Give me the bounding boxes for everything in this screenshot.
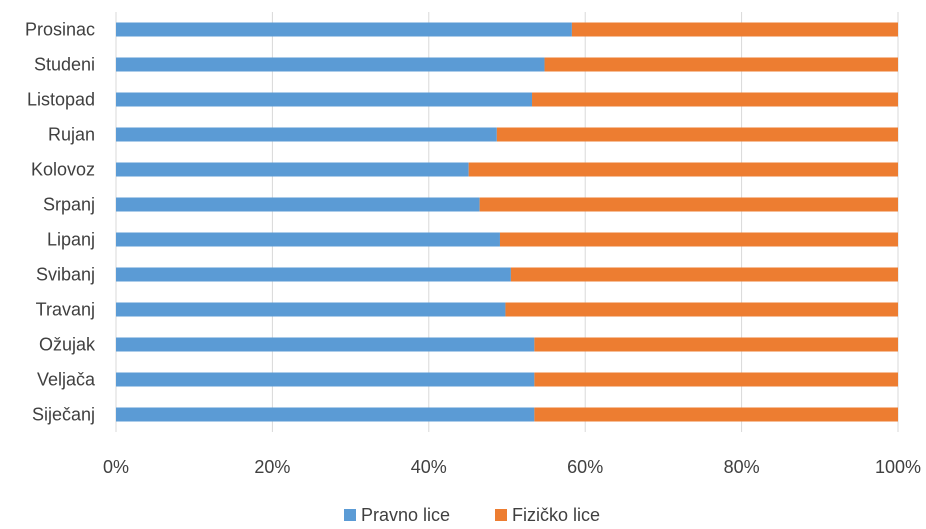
bars bbox=[116, 22, 898, 422]
bar-pravno-lice bbox=[116, 302, 506, 317]
category-label: Studeni bbox=[34, 55, 95, 75]
grid-lines bbox=[115, 12, 899, 432]
bar-fizicko-lice bbox=[534, 372, 898, 387]
bar-fizicko-lice bbox=[496, 127, 898, 142]
bar-fizicko-lice bbox=[534, 407, 898, 422]
bar-fizicko-lice bbox=[571, 22, 898, 37]
legend-label: Fizičko lice bbox=[512, 505, 600, 525]
category-label: Svibanj bbox=[36, 265, 95, 285]
x-tick-label: 20% bbox=[254, 457, 290, 477]
bar-fizicko-lice bbox=[499, 232, 898, 247]
bar-pravno-lice bbox=[116, 337, 535, 352]
legend-swatch bbox=[344, 509, 356, 521]
category-label: Kolovoz bbox=[31, 160, 95, 180]
category-label: Srpanj bbox=[43, 195, 95, 215]
category-labels: Siječanj Veljača Ožujak Travanj Svibanj Lipan… bbox=[25, 20, 96, 425]
x-tick-label: 40% bbox=[411, 457, 447, 477]
bar-pravno-lice bbox=[116, 57, 545, 72]
bar-fizicko-lice bbox=[479, 197, 898, 212]
bar-fizicko-lice bbox=[468, 162, 898, 177]
category-label: Travanj bbox=[36, 300, 95, 320]
category-label: Prosinac bbox=[25, 20, 95, 40]
x-tick-label: 100% bbox=[875, 457, 921, 477]
bar-pravno-lice bbox=[116, 407, 535, 422]
bar-fizicko-lice bbox=[532, 92, 898, 107]
bar-fizicko-lice bbox=[534, 337, 898, 352]
x-tick-label: 60% bbox=[567, 457, 603, 477]
bar-pravno-lice bbox=[116, 232, 500, 247]
bar-pravno-lice bbox=[116, 197, 480, 212]
category-label: Ožujak bbox=[39, 335, 96, 355]
bar-pravno-lice bbox=[116, 267, 511, 282]
bar-pravno-lice bbox=[116, 127, 497, 142]
legend-swatch bbox=[495, 509, 507, 521]
x-tick-label: 80% bbox=[724, 457, 760, 477]
x-tick-labels: 0% 20% 40% 60% 80% 100% bbox=[103, 457, 921, 477]
category-label: Veljača bbox=[37, 370, 96, 390]
bar-pravno-lice bbox=[116, 162, 469, 177]
category-label: Listopad bbox=[27, 90, 95, 110]
bar-pravno-lice bbox=[116, 92, 533, 107]
bar-pravno-lice bbox=[116, 372, 535, 387]
category-label: Lipanj bbox=[47, 230, 95, 250]
bar-pravno-lice bbox=[116, 22, 572, 37]
bar-fizicko-lice bbox=[544, 57, 898, 72]
legend-label: Pravno lice bbox=[361, 505, 450, 525]
category-label: Siječanj bbox=[32, 405, 95, 425]
legend: Pravno lice Fizičko lice bbox=[344, 505, 600, 525]
x-tick-label: 0% bbox=[103, 457, 129, 477]
bar-fizicko-lice bbox=[510, 267, 898, 282]
category-label: Rujan bbox=[48, 125, 95, 145]
bar-fizicko-lice bbox=[505, 302, 898, 317]
